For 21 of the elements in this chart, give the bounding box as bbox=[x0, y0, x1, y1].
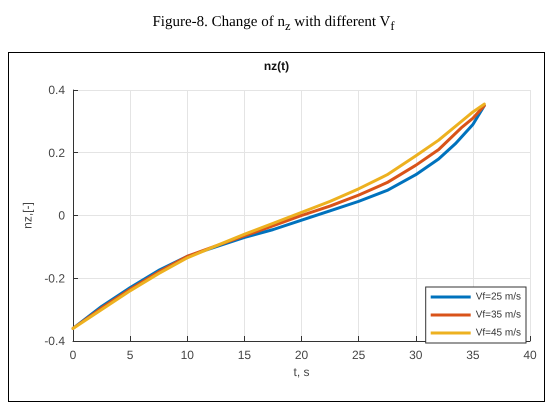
y-tick-label: 0.4 bbox=[48, 83, 66, 97]
x-tick-label: 10 bbox=[180, 348, 194, 362]
x-tick-label: 35 bbox=[466, 348, 480, 362]
x-tick-label: 0 bbox=[70, 348, 77, 362]
chart-subtitle: nz(t) bbox=[264, 59, 290, 73]
legend-label: Vf=45 m/s bbox=[476, 328, 522, 338]
chart-title: Figure-8. Change of n$_{z}$ with different V$_{f}$ bbox=[151, 14, 396, 34]
x-tick-label: 15 bbox=[238, 348, 252, 362]
y-tick-label: 0 bbox=[58, 208, 66, 222]
y-tick-label: -0.4 bbox=[44, 334, 66, 348]
x-tick-label: 20 bbox=[294, 348, 308, 362]
x-tick-label: 40 bbox=[523, 348, 537, 362]
x-tick-label: 30 bbox=[409, 348, 423, 362]
y-axis-title: nz,[-] bbox=[20, 202, 34, 229]
y-tick-label: -0.2 bbox=[44, 271, 66, 286]
legend-label: Vf=35 m/s bbox=[476, 310, 522, 320]
legend-label: Vf=25 m/s bbox=[476, 292, 522, 302]
y-tick-label: 0.2 bbox=[48, 146, 66, 160]
x-tick-label: 5 bbox=[126, 348, 134, 362]
x-axis-title: t, s bbox=[293, 364, 310, 379]
x-tick-label: 25 bbox=[352, 348, 366, 362]
